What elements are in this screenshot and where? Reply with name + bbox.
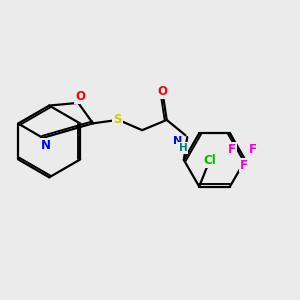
Text: Cl: Cl [204, 154, 217, 167]
Text: H: H [179, 143, 188, 153]
Text: O: O [75, 90, 85, 103]
Text: F: F [248, 143, 256, 156]
Text: F: F [228, 143, 236, 156]
Text: N: N [173, 136, 183, 146]
Text: O: O [158, 85, 168, 98]
Text: N: N [41, 139, 51, 152]
Text: F: F [240, 159, 248, 172]
Text: S: S [113, 113, 122, 126]
